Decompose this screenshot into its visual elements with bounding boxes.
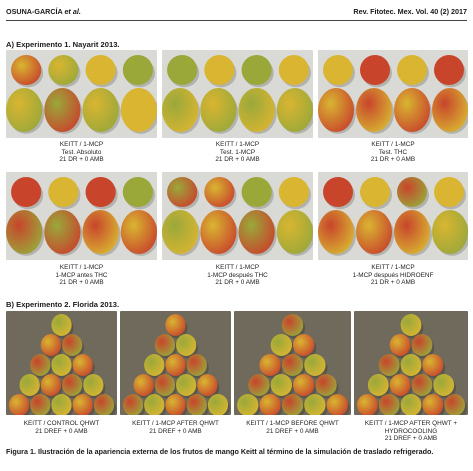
photo-b1 — [6, 311, 117, 415]
section-b-title: B) Experimento 2. Florida 2013. — [6, 300, 120, 309]
caption-a4: KEITT / 1-MCP 1-MCP antes THC 21 DR + 0 AM… — [55, 264, 108, 287]
photo-b3 — [234, 311, 351, 415]
caption-b1: KEITT / CONTROL QHWT 21 DREF + 0 AMB — [23, 420, 100, 435]
caption-b3: KEITT / 1-MCP BEFORE QHWT 21 DREF + 0 AMB — [246, 420, 339, 435]
photo-a2 — [162, 50, 313, 138]
figure-caption: Figura 1. Ilustración de la apariencia e… — [6, 447, 434, 456]
running-header: OSUNA-GARCÍA et al. Rev. Fitotec. Mex. V… — [6, 4, 467, 18]
header-rule — [6, 20, 467, 21]
photo-a6 — [318, 172, 468, 260]
caption-a2: KEITT / 1-MCP Test. 1-MCP 21 DR + 0 AMB — [215, 141, 260, 164]
caption-b4: KEITT / 1-MCP AFTER QHWT + HYDROCOOLING 21… — [364, 420, 458, 443]
section-a-title: A) Experimento 1. Nayarit 2013. — [6, 40, 120, 49]
caption-a1: KEITT / 1-MCP Test. Absoluto 21 DR + 0 AMB — [59, 141, 104, 164]
caption-a3: KEITT / 1-MCP Test. THC 21 DR + 0 AMB — [370, 141, 416, 164]
photo-b2 — [120, 311, 231, 415]
photo-b4 — [354, 311, 468, 415]
author-line: OSUNA-GARCÍA et al. — [6, 7, 81, 16]
photo-a5 — [162, 172, 313, 260]
photo-a1 — [6, 50, 157, 138]
journal-reference: Rev. Fitotec. Mex. Vol. 40 (2) 2017 — [353, 7, 467, 16]
photo-a3 — [318, 50, 468, 138]
photo-a4 — [6, 172, 157, 260]
caption-a6: KEITT / 1-MCP 1-MCP después HIDROENF 21 DR… — [352, 264, 434, 287]
caption-b2: KEITT / 1-MCP AFTER QHWT 21 DREF + 0 AMB — [132, 420, 219, 435]
caption-a5: KEITT / 1-MCP 1-MCP después THC 21 DR + 0 … — [207, 264, 268, 287]
